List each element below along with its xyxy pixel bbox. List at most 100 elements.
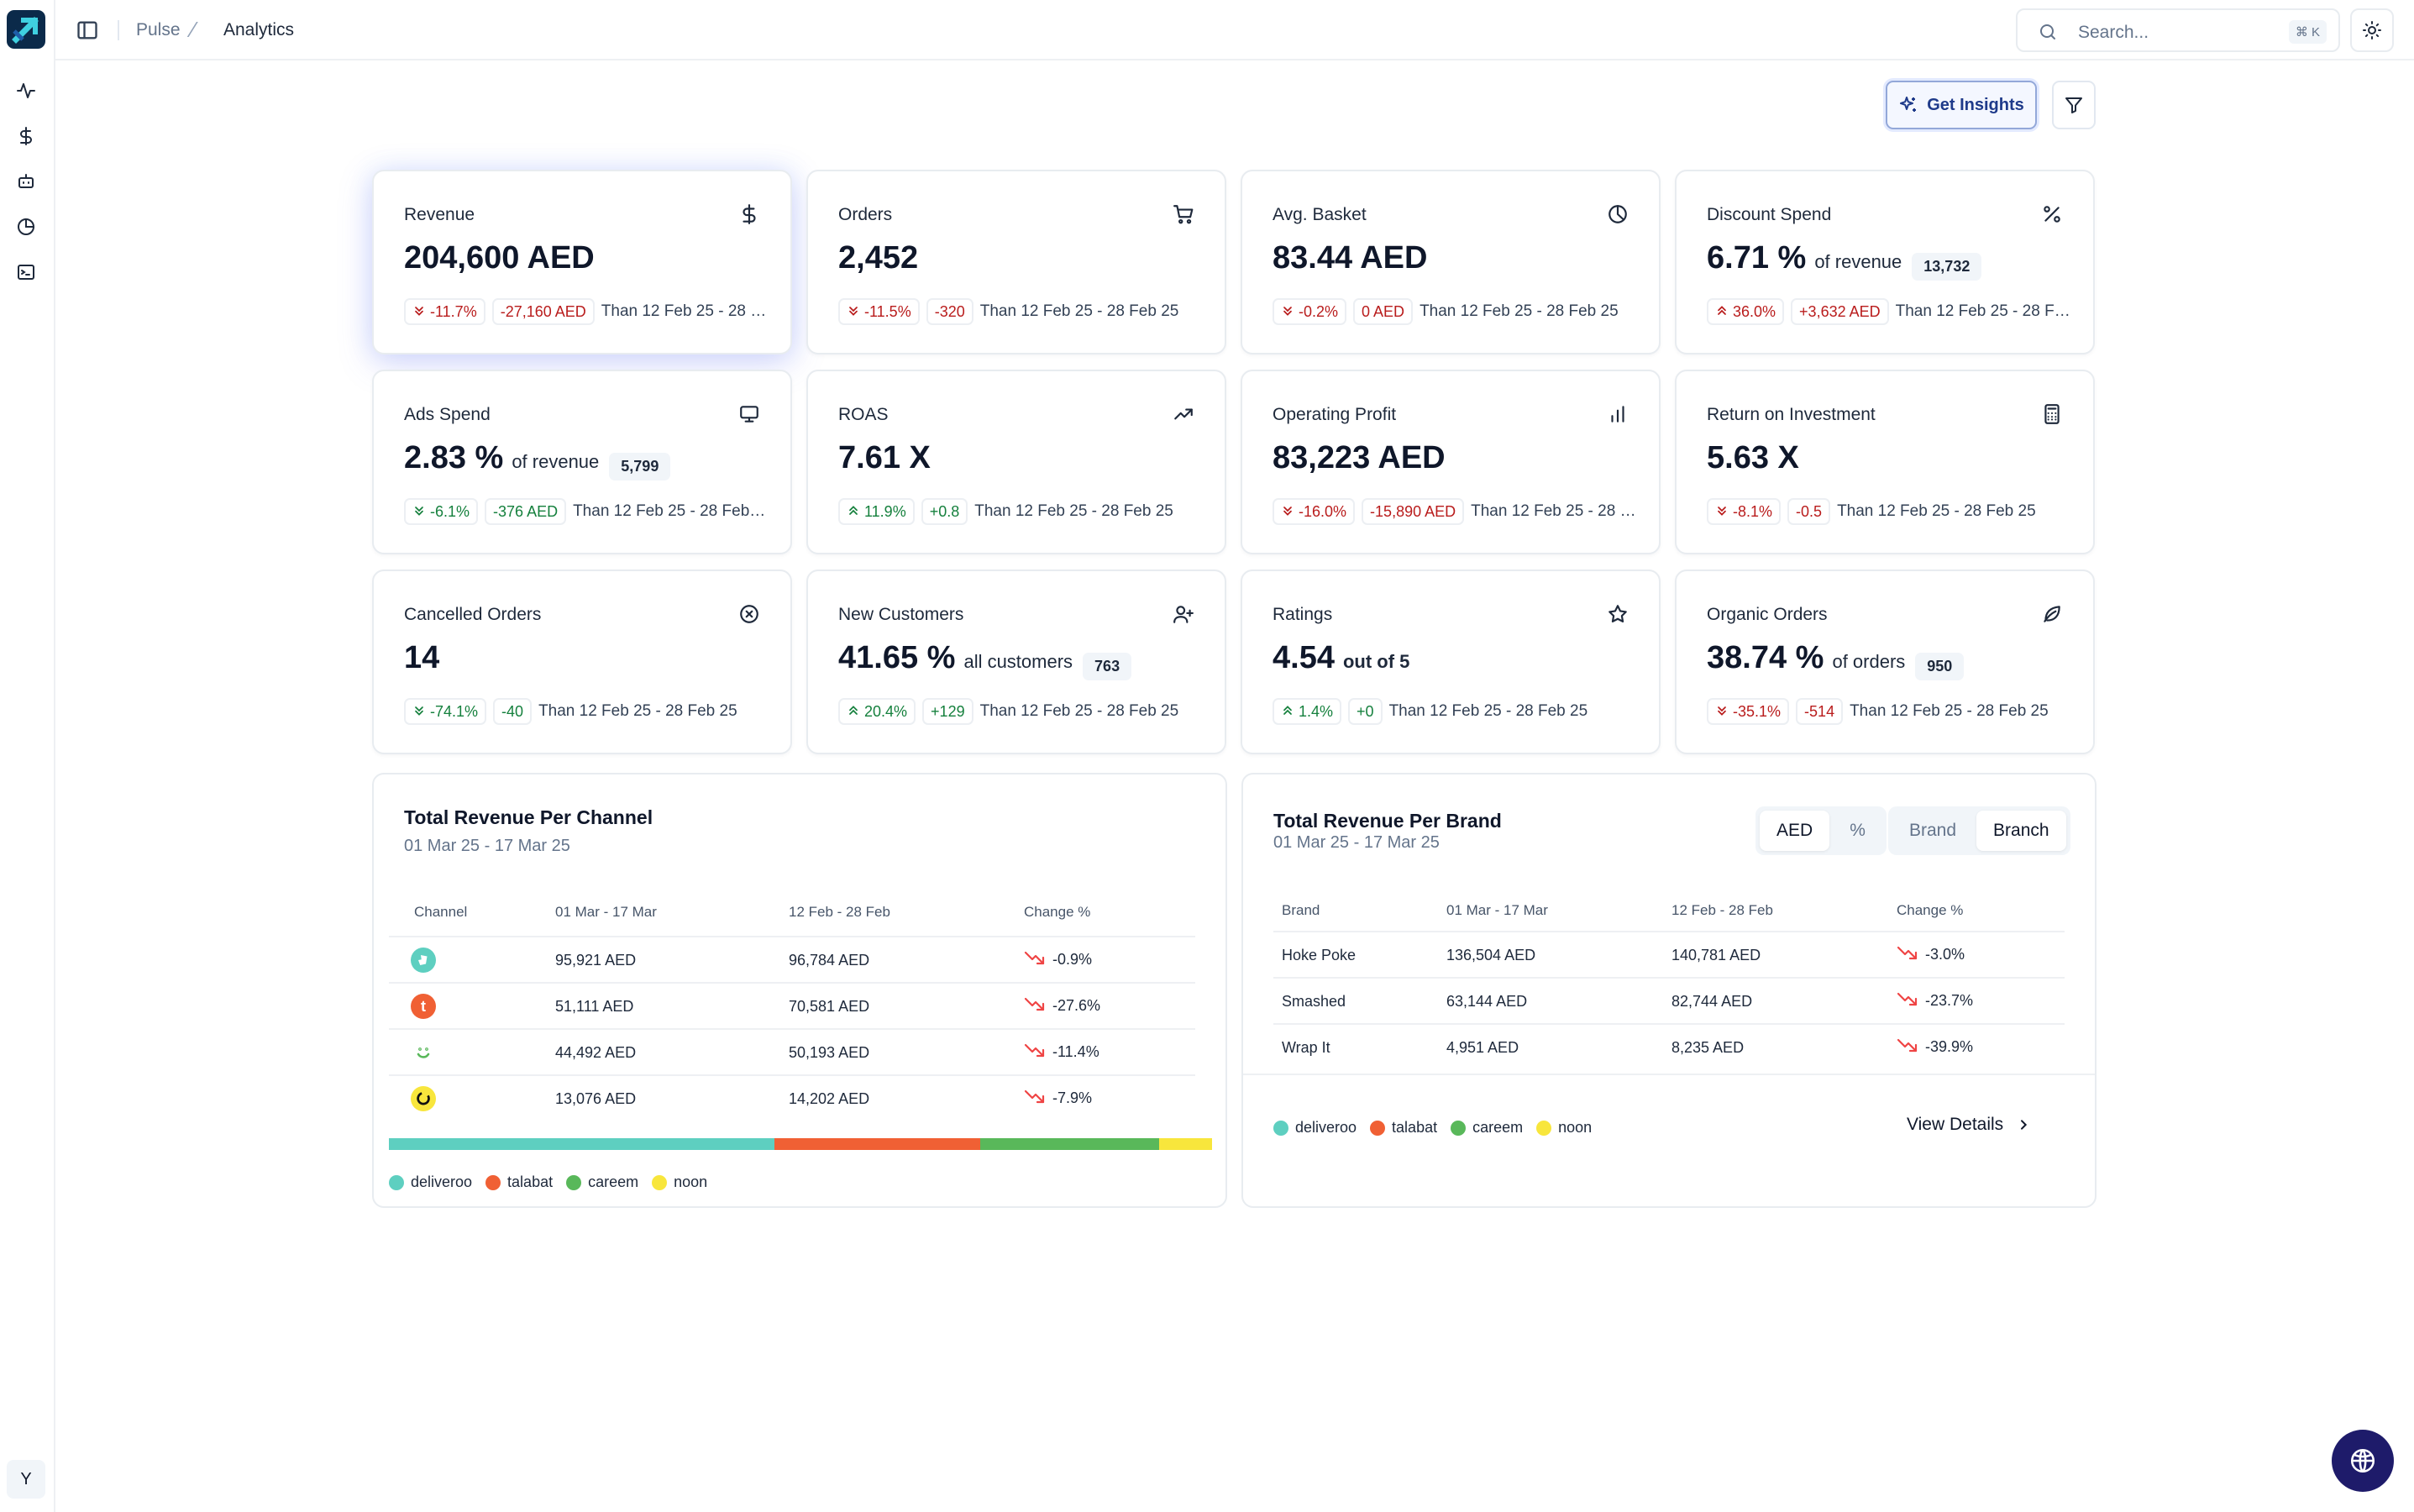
kpi-card[interactable]: New Customers 41.65 % all customers 763 20.4… [806,570,1226,754]
pie-chart-icon[interactable] [13,214,39,239]
kpi-comparison: -35.1% -514 Than 12 Feb 25 - 28 Feb 25 [1707,697,2071,726]
theme-toggle-button[interactable] [2350,8,2394,52]
sun-icon [2363,21,2381,39]
share-segment-noon [1159,1138,1212,1150]
group-option-branch[interactable]: Branch [1976,811,2066,851]
kpi-comparison-period: Than 12 Feb 25 - 28 Feb 25 [1895,302,2071,320]
legend-item: deliveroo [1273,1119,1357,1137]
unit-option-percent[interactable]: % [1850,821,1866,840]
channel-table-row[interactable]: 95,921 AED 96,784 AED -0.9% [389,936,1195,982]
kpi-comparison: 20.4% +129 Than 12 Feb 25 - 28 Feb 25 [838,697,1203,726]
breadcrumb-root[interactable]: Pulse [136,20,181,39]
kpi-comparison: 36.0% +3,632 AED Than 12 Feb 25 - 28 Feb 2… [1707,297,2071,326]
group-option-brand[interactable]: Brand [1909,821,1957,840]
brand-name: Hoke Poke [1282,947,1357,963]
kpi-comparison-period: Than 12 Feb 25 - 28 Feb 25 [601,302,769,320]
activity-icon[interactable] [13,78,39,103]
kpi-value: 204,600 AED [404,240,595,276]
user-plus-icon [1173,603,1194,625]
kpi-percent-value: -74.1% [430,702,479,720]
legend-dot [566,1174,582,1190]
brand-previous-revenue: 140,781 AED [1671,947,1761,963]
user-avatar[interactable]: Y [7,1460,45,1499]
kpi-card[interactable]: Orders 2,452 -11.5% -320 Than 12 Feb 25 - 28… [806,170,1226,354]
column-header: Channel [414,904,468,920]
brand-legend: deliveroo talabat careem noon [1273,1119,1597,1137]
kpi-card[interactable]: Revenue 204,600 AED -11.7% -27,160 AED Than … [372,170,792,354]
kpi-value-group: 14 [404,640,439,676]
kpi-title: Return on Investment [1707,405,1876,424]
share-segment-deliveroo [389,1138,775,1150]
channel-change: -11.4% [1024,1042,1099,1063]
view-details-link[interactable]: View Details [1907,1115,2030,1135]
kpi-comparison: -0.2% 0 AED Than 12 Feb 25 - 28 Feb 25 [1273,297,1637,326]
brand-table-row[interactable]: Hoke Poke 136,504 AED 140,781 AED -3.0% [1273,931,2065,977]
kpi-card[interactable]: Organic Orders 38.74 % of orders 950 -35.1% -… [1675,570,2095,754]
kpi-card[interactable]: Operating Profit 83,223 AED -16.0% -15,890 … [1241,370,1661,554]
kpi-title: Revenue [404,205,475,224]
kpi-card[interactable]: Cancelled Orders 14 -74.1% -40 Than 12 Feb 2… [372,570,792,754]
channel-change: -27.6% [1024,995,1100,1016]
kpi-value: 83.44 AED [1273,240,1428,276]
brand-change-value: -3.0% [1925,946,1965,963]
brand-table-row[interactable]: Wrap It 4,951 AED 8,235 AED -39.9% [1273,1023,2065,1069]
careem-logo-icon [411,1040,436,1065]
kpi-comparison: 1.4% +0 Than 12 Feb 25 - 28 Feb 25 [1273,697,1637,726]
get-insights-button[interactable]: Get Insights [1886,81,2037,129]
legend-dot [1273,1120,1288,1136]
column-header: 01 Mar - 17 Mar [555,904,657,920]
kpi-count-badge: 5,799 [609,453,671,480]
view-details-label: View Details [1907,1115,2004,1134]
kpi-count-badge: 763 [1083,653,1132,680]
dollar-icon[interactable] [13,123,39,149]
channel-table-row[interactable]: 44,492 AED 50,193 AED -11.4% [389,1028,1195,1074]
kpi-value-group: 5.63 X [1707,440,1799,476]
kpi-card[interactable]: Ratings 4.54 out of 5 1.4% +0 Than 12 Feb 25 … [1241,570,1661,754]
star-icon [1607,603,1629,625]
kpi-card[interactable]: Ads Spend 2.83 % of revenue 5,799 -6.1% -376 … [372,370,792,554]
kpi-percent-value: -11.7% [430,302,477,320]
legend-label: noon [674,1173,708,1190]
kpi-card[interactable]: ROAS 7.61 X 11.9% +0.8 Than 12 Feb 25 - 28 F… [806,370,1226,554]
trending-down-icon [1897,990,1918,1011]
sidebar-toggle-icon[interactable] [76,18,99,42]
legend-label: talabat [1392,1119,1438,1136]
kpi-percent-change: 1.4% [1273,698,1342,725]
channel-table-row[interactable]: 13,076 AED 14,202 AED -7.9% [389,1074,1195,1121]
chevrons-down-icon [412,704,426,720]
kpi-comparison-period: Than 12 Feb 25 - 28 Feb 25 [974,502,1173,520]
channel-panel-subtitle: 01 Mar 25 - 17 Mar 25 [404,837,570,855]
chevrons-down-icon [1715,704,1729,720]
kpi-card[interactable]: Discount Spend 6.71 % of revenue 13,732 36.0… [1675,170,2095,354]
kpi-comparison-period: Than 12 Feb 25 - 28 Feb 25 [979,702,1179,720]
kpi-absolute-change: 0 AED [1353,298,1414,325]
get-insights-label: Get Insights [1927,95,2024,114]
kpi-percent-value: -6.1% [430,502,470,520]
unit-option-aed[interactable]: AED [1760,811,1830,851]
kpi-card[interactable]: Return on Investment 5.63 X -8.1% -0.5 Than … [1675,370,2095,554]
filter-button[interactable] [2052,81,2096,129]
kpi-percent-value: -0.2% [1299,302,1339,320]
kpi-percent-value: -11.5% [864,302,911,320]
kpi-absolute-change: -0.5 [1787,498,1831,525]
brand-table-divider [1243,1074,2095,1075]
kpi-absolute-change: +129 [922,698,973,725]
legend-dot [389,1174,404,1190]
bot-icon[interactable] [13,169,39,194]
trending-down-icon [1897,1037,1918,1058]
terminal-icon[interactable] [13,260,39,285]
assistant-fab-button[interactable] [2332,1430,2394,1492]
kpi-percent-change: 11.9% [838,498,915,525]
brand-previous-revenue: 8,235 AED [1671,1039,1745,1056]
app-logo[interactable] [7,10,45,49]
kpi-card[interactable]: Avg. Basket 83.44 AED -0.2% 0 AED Than 12 Fe… [1241,170,1661,354]
brand-table-row[interactable]: Smashed 63,144 AED 82,744 AED -23.7% [1273,977,2065,1023]
channel-table-row[interactable]: t 51,111 AED 70,581 AED -27.6% [389,982,1195,1028]
legend-item: noon [1536,1119,1592,1137]
kpi-value: 14 [404,640,440,675]
kpi-comparison-period: Than 12 Feb 25 - 28 Feb 25 [538,702,737,720]
search-box[interactable]: Search... ⌘ K [2016,8,2340,52]
chevrons-down-icon [1281,304,1294,320]
kpi-percent-value: -35.1% [1733,702,1782,720]
